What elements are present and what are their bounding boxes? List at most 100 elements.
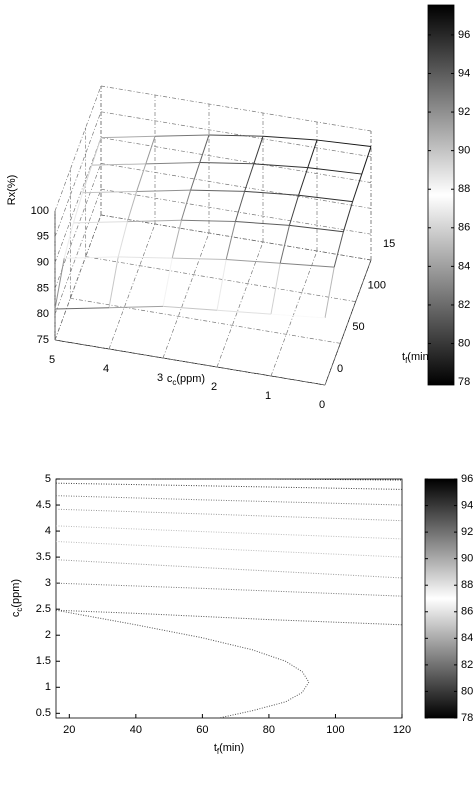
y-tick-label: 3 xyxy=(45,577,51,589)
mesh-line xyxy=(288,195,300,226)
grid-line xyxy=(100,188,372,235)
mesh-line xyxy=(342,201,354,232)
colorbar-tick-label: 84 xyxy=(461,632,473,644)
mesh-line xyxy=(181,219,236,223)
mesh-line xyxy=(127,219,182,223)
mesh-line xyxy=(253,163,308,169)
colorbar-tick-label: 94 xyxy=(461,499,473,511)
mesh-line xyxy=(54,258,65,310)
mesh-line xyxy=(118,256,173,259)
mesh-line xyxy=(154,134,210,137)
colorbar-tick-label: 80 xyxy=(458,337,470,349)
mesh-line xyxy=(190,189,245,192)
grid-line xyxy=(85,256,356,303)
colorbar-tick-label: 90 xyxy=(458,145,470,157)
mesh-line xyxy=(72,192,84,224)
z-axis-label: Rx(%) xyxy=(6,175,18,206)
grid-line xyxy=(216,241,264,368)
mesh-line xyxy=(316,139,372,147)
x-tick-label: 4 xyxy=(103,363,109,375)
colorbar-tick-label: 96 xyxy=(461,473,473,485)
mesh-line xyxy=(280,262,335,268)
mesh-line xyxy=(73,221,128,224)
colorbar-tick-label: 92 xyxy=(461,526,473,538)
colorbar-tick-label: 90 xyxy=(461,553,473,565)
x-tick-label: 0 xyxy=(319,399,325,411)
mesh-line xyxy=(145,162,200,165)
mesh-line xyxy=(244,190,299,196)
y-axis-label: cc(ppm) xyxy=(10,579,24,617)
colorbar-tick-label: 94 xyxy=(458,67,470,79)
x-tick-label: 80 xyxy=(263,724,275,736)
y-tick-label: 1.5 xyxy=(36,655,51,667)
grid-line xyxy=(54,339,326,386)
z-tick-label: 100 xyxy=(31,205,49,217)
y-tick-label: 15 xyxy=(383,238,395,250)
mesh-line xyxy=(136,163,147,192)
mesh-line xyxy=(244,163,255,192)
x-tick-label: 40 xyxy=(130,724,142,736)
mesh-line xyxy=(171,220,182,259)
mesh-line xyxy=(235,221,290,226)
mesh-line xyxy=(208,134,264,137)
grid-line xyxy=(324,259,372,386)
colorbar-tick-label: 80 xyxy=(461,685,473,697)
y-tick-label: 50 xyxy=(352,321,364,333)
mesh-line xyxy=(216,259,227,311)
y-tick-label: 4.5 xyxy=(36,499,51,511)
y-tick-label: 2 xyxy=(45,629,51,641)
x-tick-label: 120 xyxy=(393,724,411,736)
colorbar-tick-label: 82 xyxy=(461,659,473,671)
grid-line xyxy=(162,232,210,359)
mesh-line xyxy=(352,173,363,202)
grid-line xyxy=(270,250,318,377)
mesh-line xyxy=(216,309,272,315)
colorbar-tick-label: 84 xyxy=(458,260,470,272)
mesh-line xyxy=(289,224,344,233)
grid-line xyxy=(54,111,102,237)
grid-line xyxy=(70,297,341,344)
colorbar-tick-label: 78 xyxy=(461,712,473,724)
x-tick-label: 100 xyxy=(326,724,344,736)
z-tick-label: 90 xyxy=(37,257,49,269)
mesh-line xyxy=(298,167,309,196)
grid-line xyxy=(100,137,372,183)
grid-line xyxy=(100,111,372,158)
z-tick-label: 95 xyxy=(37,231,49,243)
mesh-line xyxy=(64,256,119,259)
x-axis-label: tf(min) xyxy=(214,742,244,756)
x-tick-label: 5 xyxy=(49,354,55,366)
mesh-line xyxy=(145,136,156,165)
contour-line xyxy=(152,478,403,481)
mesh-line xyxy=(279,225,290,264)
grid-line xyxy=(54,85,102,212)
colorbar xyxy=(424,478,458,719)
mesh-line xyxy=(108,305,164,309)
contour-line xyxy=(55,609,310,719)
x-tick-label: 20 xyxy=(63,724,75,736)
grid-line xyxy=(54,163,102,289)
y-tick-label: 0 xyxy=(337,363,343,375)
mesh-line xyxy=(108,256,119,308)
grid-line xyxy=(54,214,102,341)
mesh-line xyxy=(298,194,353,203)
mesh-line xyxy=(361,146,372,175)
mesh-line xyxy=(307,167,362,175)
y-tick-label: 1 xyxy=(45,681,51,693)
mesh-line xyxy=(190,162,201,191)
y-axis-label: tf(min) xyxy=(402,351,432,365)
grid-line xyxy=(100,214,372,261)
mesh-line xyxy=(199,162,254,165)
colorbar xyxy=(427,4,455,386)
y-tick-label: 2.5 xyxy=(36,603,51,615)
mesh-line xyxy=(162,305,218,311)
mesh-line xyxy=(126,191,138,222)
mesh-line xyxy=(225,221,236,260)
grid-line xyxy=(54,189,102,315)
mesh-line xyxy=(307,139,318,168)
colorbar-tick-label: 88 xyxy=(461,579,473,591)
mesh-line xyxy=(262,135,318,141)
x-tick-label: 60 xyxy=(196,724,208,736)
mesh-line xyxy=(136,189,191,192)
